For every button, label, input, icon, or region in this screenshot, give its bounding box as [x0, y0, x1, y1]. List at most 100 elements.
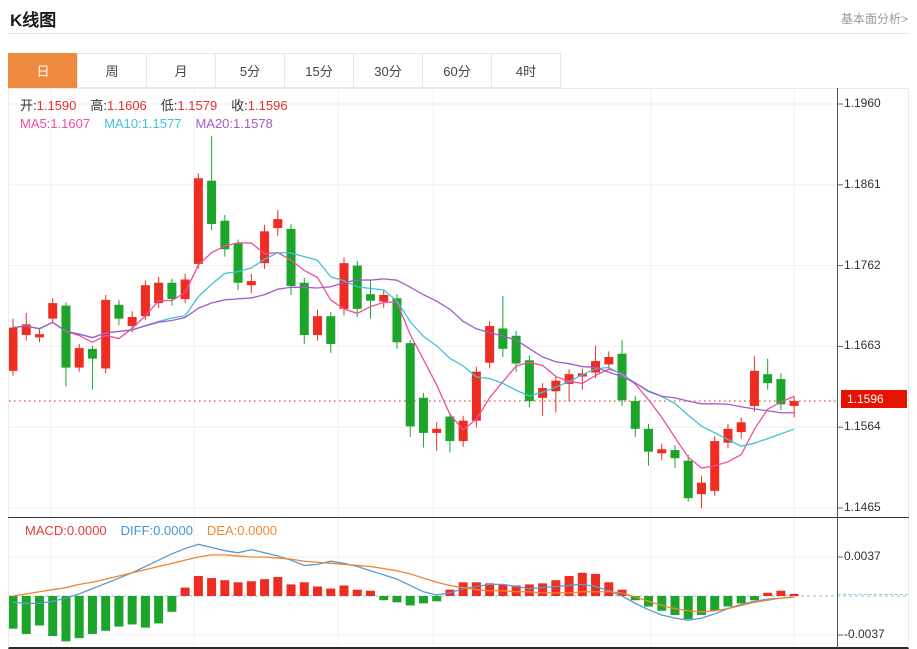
panel-separator: [8, 517, 909, 518]
readout-value: 1.1578: [233, 116, 273, 131]
macd-bar-up: [220, 580, 230, 596]
macd-bar-up: [789, 593, 799, 596]
candle-down: [220, 220, 230, 250]
readout-label: 低:: [160, 98, 178, 113]
macd-bar-down: [657, 596, 667, 611]
candle-down: [326, 316, 336, 344]
page-title: K线图: [10, 11, 57, 30]
macd-bar-down: [749, 596, 759, 601]
macd-bar-down: [710, 596, 720, 611]
readout-label: MA10:: [104, 116, 142, 131]
macd-bar-up: [538, 583, 548, 596]
candlestick-macd-chart[interactable]: [9, 89, 908, 647]
last-price-badge: 1.1596: [841, 390, 907, 408]
candle-down: [365, 294, 375, 301]
candle-up: [246, 281, 256, 286]
candle-up: [696, 482, 706, 495]
macd-bar-up: [485, 583, 495, 596]
tab-timeframe-5[interactable]: 30分: [353, 53, 423, 88]
fundamental-analysis-link[interactable]: 基本面分析>: [840, 12, 908, 26]
macd-bar-down: [630, 596, 640, 601]
candle-up: [379, 294, 389, 302]
macd-bar-up: [365, 590, 375, 596]
candle-up: [193, 178, 203, 264]
candle-down: [233, 243, 243, 283]
header-divider: [8, 33, 909, 34]
tab-timeframe-4[interactable]: 15分: [284, 53, 354, 88]
macd-bar-down: [74, 596, 84, 639]
price-axis-line: [837, 88, 838, 648]
candle-down: [683, 460, 693, 499]
ohlc-readout: 开:1.1590 高:1.1606 低:1.1579 收:1.1596: [20, 95, 302, 114]
candle-up: [48, 303, 58, 319]
tab-timeframe-3[interactable]: 5分: [215, 53, 285, 88]
candle-up: [140, 285, 150, 317]
tab-timeframe-1[interactable]: 周: [77, 53, 147, 88]
readout-value: 0.0000: [153, 523, 193, 538]
candle-up: [21, 324, 31, 335]
readout-label: MA5:: [20, 116, 51, 131]
ma10-line: [12, 252, 795, 447]
candle-down: [392, 298, 402, 343]
macd-bar-down: [87, 596, 97, 634]
macd-readout: MACD:0.0000 DIFF:0.0000 DEA:0.0000: [25, 523, 291, 538]
candle-up: [458, 420, 468, 442]
tab-timeframe-7[interactable]: 4时: [491, 53, 561, 88]
price-tick-label: 1.1564: [844, 419, 881, 434]
macd-tick-label: 0.0037: [844, 549, 881, 563]
macd-bar-down: [723, 596, 733, 607]
readout-label: DEA:: [206, 523, 238, 538]
candle-up: [9, 327, 18, 371]
timeframe-tabs: 日周月 5分 15分 30分 60分 4时: [8, 53, 561, 88]
candle-up: [34, 334, 44, 338]
readout-value: 0.0000: [66, 523, 107, 538]
readout-label: 高:: [90, 98, 108, 113]
macd-bar-up: [352, 589, 362, 596]
tab-timeframe-0[interactable]: 日: [8, 53, 78, 88]
macd-bar-up: [524, 584, 534, 596]
macd-bar-up: [260, 579, 270, 596]
readout-value: 1.1579: [177, 98, 218, 113]
macd-tick-label: -0.0037: [844, 626, 885, 641]
macd-bar-up: [763, 592, 773, 596]
macd-bar-up: [207, 578, 217, 596]
chart-container: [8, 88, 909, 649]
candle-up: [273, 219, 283, 229]
macd-bar-up: [233, 582, 243, 596]
macd-bar-down: [140, 596, 150, 628]
macd-bar-down: [379, 596, 389, 601]
macd-bar-down: [683, 596, 693, 620]
candle-down: [776, 379, 786, 405]
macd-bar-down: [670, 596, 680, 615]
price-tick-label: 1.1663: [844, 338, 881, 353]
candle-up: [313, 316, 323, 335]
candle-down: [114, 304, 124, 319]
tab-timeframe-2[interactable]: 月: [146, 53, 216, 88]
candle-up: [260, 231, 270, 264]
candle-up: [564, 374, 574, 384]
candle-up: [74, 348, 84, 368]
candle-up: [339, 263, 349, 309]
candle-down: [524, 360, 534, 402]
candle-up: [604, 357, 614, 365]
macd-bar-up: [339, 585, 349, 596]
candle-down: [286, 228, 296, 287]
macd-bar-up: [776, 590, 786, 596]
macd-bar-up: [511, 585, 521, 596]
price-tick-label: 1.1861: [844, 176, 881, 191]
macd-bar-down: [696, 596, 706, 615]
tab-timeframe-6[interactable]: 60分: [422, 53, 492, 88]
macd-bar-down: [21, 596, 31, 634]
price-tick-label: 1.1465: [844, 499, 881, 514]
macd-bar-down: [405, 596, 415, 606]
macd-bar-up: [246, 581, 256, 596]
readout-label: DIFF:: [120, 523, 154, 538]
ma20-line: [12, 278, 795, 414]
diff-line: [12, 543, 795, 621]
macd-zero-line-extension: [838, 594, 908, 595]
readout-value: 1.1596: [247, 98, 288, 113]
macd-bar-down: [34, 596, 44, 626]
readout-value: 1.1606: [107, 98, 147, 113]
macd-bar-up: [313, 586, 323, 596]
macd-bar-up: [604, 582, 614, 596]
